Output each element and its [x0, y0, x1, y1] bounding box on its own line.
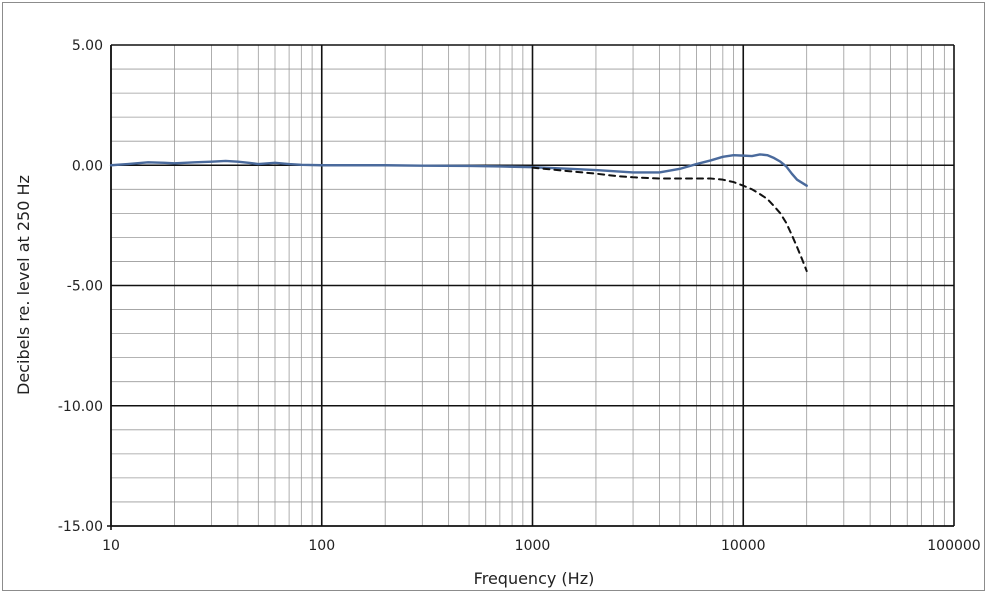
series-line-solid	[109, 153, 808, 187]
y-tick-label: -5.00	[67, 279, 103, 295]
x-tick-label: 100000	[927, 538, 980, 554]
frequency-response-chart: 10 100 1000 10000 100000 5.00 0.00 -5.00 -10.00…	[14, 38, 981, 588]
x-tick-label: 100	[308, 538, 335, 554]
y-tick-label: 0.00	[72, 158, 103, 174]
y-tick-label: 5.00	[72, 38, 103, 54]
x-tick-label: 1000	[515, 538, 551, 554]
y-tick-labels: 5.00 0.00 -5.00 -10.00 -15.00	[58, 38, 103, 535]
grid	[107, 44, 955, 530]
x-axis-label: Frequency (Hz)	[474, 569, 595, 588]
y-tick-label: -10.00	[58, 399, 103, 415]
y-axis-label: Decibels re. level at 250 Hz	[14, 175, 33, 395]
series-layer	[109, 153, 808, 273]
y-tick-label: -15.00	[58, 519, 103, 535]
x-tick-label: 10000	[721, 538, 766, 554]
x-tick-labels: 10 100 1000 10000 100000	[102, 538, 981, 554]
x-tick-label: 10	[102, 538, 120, 554]
series-line-dashed	[531, 166, 808, 273]
